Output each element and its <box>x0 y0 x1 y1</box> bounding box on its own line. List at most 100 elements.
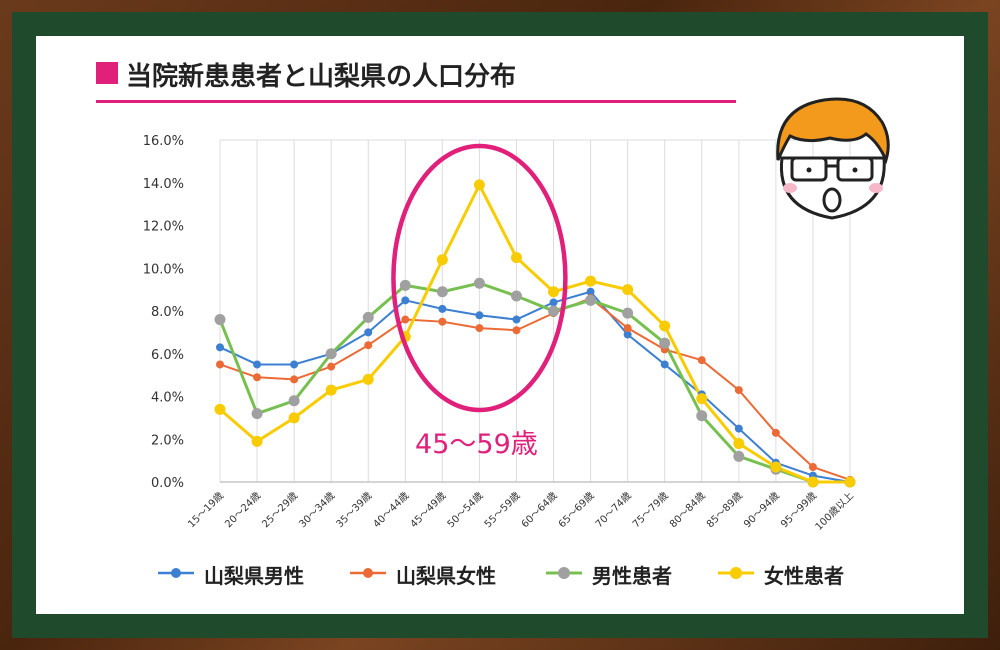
y-tick-label: 16.0% <box>143 134 184 149</box>
series-patients-male-point <box>436 286 448 298</box>
x-tick-label: 100歳以上 <box>813 490 856 533</box>
chart-paper: 当院新患患者と山梨県の人口分布 0.0% 2.0% 4.0% 6.0% 8.0% 10.0… <box>36 36 964 614</box>
legend: 山梨県男性 山梨県女性 男性患者 女性患者 <box>156 558 876 588</box>
series-patients-female-point <box>510 252 522 264</box>
series-yamanashi-female-point <box>623 324 632 333</box>
highlight-ellipse <box>391 143 568 413</box>
x-tick-label: 20～24歳 <box>223 490 264 531</box>
series-yamanashi-male-point <box>475 311 484 320</box>
series-yamanashi-female-point <box>808 463 817 472</box>
series-yamanashi-male-point <box>660 360 669 369</box>
series-patients-female-point <box>288 412 300 424</box>
x-tick-label: 75～79歳 <box>630 490 671 531</box>
series-patients-male-point <box>251 408 263 420</box>
series-yamanashi-male-point <box>512 315 521 324</box>
legend-marker-yamanashi-female <box>350 568 386 578</box>
series-patients-male-point <box>622 307 634 319</box>
series-patients-male-point <box>214 314 226 326</box>
series-patients-female-line <box>218 183 852 484</box>
legend-label-yamanashi-male: 山梨県男性 <box>204 564 304 588</box>
series-yamanashi-male-point <box>549 298 558 307</box>
series-patients-female-point <box>733 438 745 450</box>
series-patients-female-point <box>807 476 819 488</box>
series-patients-female-point <box>696 393 708 405</box>
series-yamanashi-male-point <box>290 360 299 369</box>
x-tick-label: 60～64歳 <box>519 490 560 531</box>
legend-label-yamanashi-female: 山梨県女性 <box>396 564 496 588</box>
series-patients-female-point <box>585 275 597 287</box>
chart-title: 当院新患患者と山梨県の人口分布 <box>126 62 517 92</box>
y-tick-label: 0.0% <box>151 476 184 491</box>
x-tick-label: 40～44歳 <box>371 490 412 531</box>
series-yamanashi-female-point <box>216 360 224 369</box>
x-tick-label: 70～74歳 <box>593 490 634 531</box>
y-tick-label: 6.0% <box>151 348 184 363</box>
y-tick-label: 8.0% <box>151 305 184 320</box>
x-tick-label: 85～89歳 <box>704 490 745 531</box>
series-yamanashi-male-point <box>438 304 447 313</box>
series-patients-female-point <box>436 254 448 266</box>
series-yamanashi-female-point <box>697 356 706 365</box>
series-yamanashi-male-point <box>364 328 373 337</box>
title-area: 当院新患患者と山梨県の人口分布 <box>96 56 736 103</box>
series-yamanashi-female-line <box>219 297 851 481</box>
x-tick-label: 35～39歳 <box>334 490 375 531</box>
series-yamanashi-male-point <box>586 287 595 296</box>
series-yamanashi-female-point <box>327 362 336 371</box>
series-patients-female-point <box>659 320 671 332</box>
x-tick-label: 65～69歳 <box>556 490 597 531</box>
legend-marker-patients-male <box>546 567 582 579</box>
x-tick-label: 15～19歳 <box>185 490 226 531</box>
annotation-label: 45～59歳 <box>415 429 538 460</box>
x-tick-label: 80～84歳 <box>667 490 708 531</box>
series-yamanashi-female-point <box>734 386 743 395</box>
series-patients-male-point <box>585 294 597 306</box>
series-yamanashi-male-line <box>219 290 851 483</box>
series-yamanashi-female-point <box>253 373 262 382</box>
series-patients-female-point <box>214 403 226 415</box>
series-yamanashi-male-point <box>623 330 632 339</box>
x-tick-label: 50～54歳 <box>445 490 486 531</box>
series-yamanashi-male-point <box>216 343 224 352</box>
series-patients-male-point <box>659 337 671 349</box>
series-patients-male-point <box>362 311 374 323</box>
series-patients-female-point <box>473 179 485 191</box>
series-patients-female-point <box>548 286 560 298</box>
y-tick-label: 2.0% <box>151 433 184 448</box>
legend-label-patients-male: 男性患者 <box>592 564 672 588</box>
y-tick-label: 12.0% <box>143 220 184 235</box>
x-tick-label: 95～99歳 <box>778 490 819 531</box>
series-yamanashi-female-point <box>475 324 484 333</box>
series-yamanashi-female-point <box>771 428 780 437</box>
series-patients-male-point <box>548 305 560 317</box>
series-patients-male-point <box>399 279 411 291</box>
surprised-face-icon <box>776 97 890 220</box>
series-yamanashi-male-point <box>401 296 410 305</box>
y-tick-label: 10.0% <box>143 262 184 277</box>
x-tick-label: 90～94歳 <box>741 490 782 531</box>
x-tick-label: 55～59歳 <box>482 490 523 531</box>
series-patients-male-point <box>510 290 522 302</box>
legend-marker-yamanashi-male <box>158 568 194 578</box>
y-tick-label: 14.0% <box>143 177 184 192</box>
series-patients-female-point <box>622 284 634 296</box>
series-patients-male-point <box>325 348 337 360</box>
series-yamanashi-female-point <box>512 326 521 335</box>
series-patients-male-point <box>696 410 708 422</box>
x-tick-label: 25～29歳 <box>260 490 301 531</box>
series-yamanashi-female-point <box>438 317 447 326</box>
series-patients-male-point <box>288 395 300 407</box>
series-patients-female-point <box>325 384 337 396</box>
series-patients-female-point <box>844 476 856 488</box>
series-patients-male-point <box>733 450 745 462</box>
legend-marker-patients-female <box>718 567 754 579</box>
series-yamanashi-female-point <box>290 375 299 384</box>
series-patients-female-point <box>251 435 263 447</box>
x-tick-label: 30～34歳 <box>297 490 338 531</box>
series-patients-female-point <box>770 461 782 473</box>
series-patients-female-point <box>362 373 374 385</box>
title-square-icon <box>96 62 118 84</box>
y-tick-label: 4.0% <box>151 391 184 406</box>
series-yamanashi-female-point <box>401 315 410 324</box>
series-yamanashi-male-point <box>253 360 262 369</box>
